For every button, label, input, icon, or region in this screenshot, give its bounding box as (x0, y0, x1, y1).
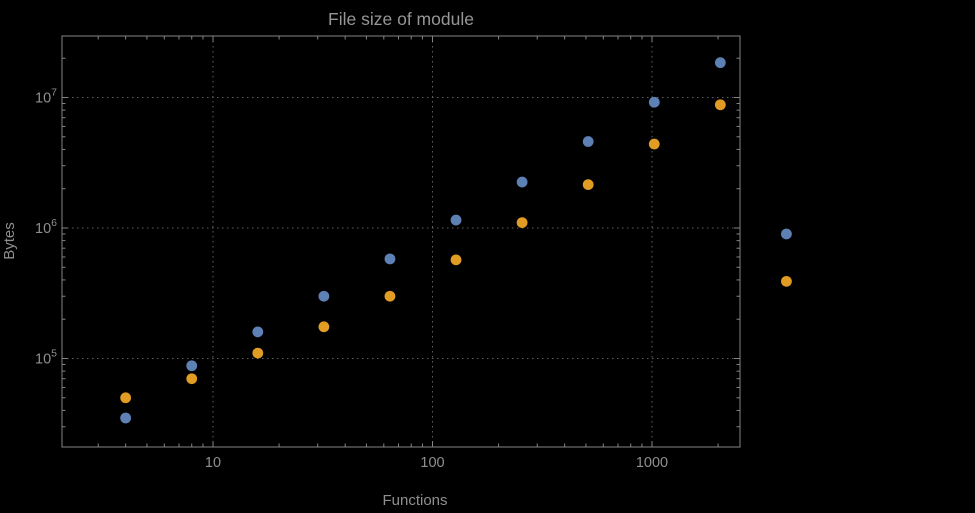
y-tick-label: 107 (35, 87, 57, 107)
data-point-orange (582, 179, 594, 191)
x-tick-label: 100 (420, 455, 444, 471)
data-point-orange (252, 347, 264, 359)
data-point-blue (120, 412, 132, 424)
x-tick-label: 1000 (636, 455, 668, 471)
x-tick-label: 10 (205, 455, 221, 471)
gridlines (62, 36, 740, 447)
data-point-blue (714, 57, 726, 69)
y-axis-label: Bytes (1, 222, 18, 260)
data-point-blue (582, 136, 594, 147)
data-point-orange (450, 254, 462, 266)
data-point-orange (714, 99, 726, 111)
x-axis-label: Functions (382, 492, 447, 509)
data-point-blue (781, 228, 792, 240)
data-point-blue (186, 360, 198, 372)
data-point-blue (384, 253, 396, 265)
data-point-orange (186, 373, 198, 385)
chart-title: File size of module (328, 9, 474, 29)
data-point-orange (648, 138, 660, 150)
y-tick-label: 106 (35, 217, 57, 237)
data-point-blue (318, 290, 330, 302)
data-point-blue (516, 176, 528, 188)
data-point-blue (252, 326, 264, 338)
data-point-blue (648, 96, 660, 108)
data-point-orange (318, 321, 330, 333)
data-point-orange (384, 290, 396, 302)
data-point-orange (516, 217, 528, 228)
axis-ticks (62, 36, 740, 447)
data-point-blue (450, 214, 462, 226)
tick-labels: 10 100 1000 105 106 107 (35, 87, 668, 472)
data-point-orange (120, 392, 132, 404)
y-tick-label: 105 (35, 348, 57, 368)
data-point-orange (781, 275, 792, 287)
data-points (120, 57, 792, 424)
plot-frame (61, 35, 741, 448)
